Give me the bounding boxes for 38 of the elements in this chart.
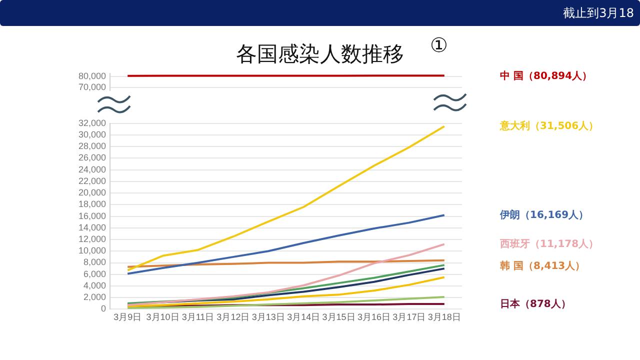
y-tick-label: 8,000 <box>83 257 106 268</box>
text: 韩 国（8,413人） <box>500 260 586 274</box>
y-tick-label: 32,000 <box>78 118 106 128</box>
text: ① <box>430 33 448 57</box>
y-tick-label: 10,000 <box>78 246 106 256</box>
x-tick-label: 3月13日 <box>252 312 285 322</box>
text: 意大利（31,506人） <box>500 120 599 134</box>
y-tick-label: 80,000 <box>78 71 106 82</box>
x-tick-label: 3月9日 <box>114 312 142 322</box>
text: 截止到3月18 <box>563 5 634 22</box>
x-tick-label: 3月18日 <box>428 312 461 322</box>
y-tick-label: 2,000 <box>83 292 106 302</box>
y-tick-label: 4,000 <box>83 280 106 290</box>
x-tick-label: 3月14日 <box>287 312 320 322</box>
x-tick-label: 3月10日 <box>146 312 180 322</box>
x-tick-label: 3月17日 <box>392 312 426 322</box>
text: 西班牙（11,178人） <box>500 238 599 252</box>
x-tick-label: 3月11日 <box>182 312 214 322</box>
y-tick-label: 28,000 <box>78 141 106 152</box>
y-tick-label: 26,000 <box>78 152 106 163</box>
text: 伊朗（16,169人） <box>500 208 589 222</box>
y-tick-label: 18,000 <box>78 199 106 210</box>
y-tick-label: 12,000 <box>78 234 106 244</box>
y-tick-label: 16,000 <box>78 210 106 221</box>
x-tick-label: 3月15日 <box>322 312 356 322</box>
y-tick-label: 6,000 <box>83 268 106 279</box>
y-tick-label: 0 <box>100 304 106 314</box>
y-tick-label: 24,000 <box>78 164 106 174</box>
y-tick-label: 22,000 <box>78 176 106 186</box>
text: 日本（878人） <box>500 298 571 311</box>
y-tick-label: 70,000 <box>78 82 106 92</box>
x-tick-label: 3月12日 <box>216 312 250 322</box>
chart-title: 各国感染人数推移 <box>236 42 404 66</box>
y-tick-label: 20,000 <box>78 188 106 198</box>
y-tick-label: 30,000 <box>78 129 106 140</box>
x-tick-label: 3月16日 <box>357 312 391 322</box>
text: 中 国（80,894人） <box>500 70 592 83</box>
y-tick-label: 14,000 <box>78 222 106 232</box>
